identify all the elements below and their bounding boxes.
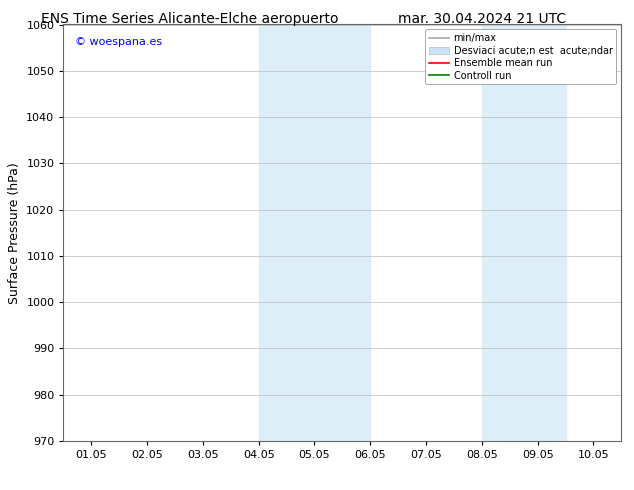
Y-axis label: Surface Pressure (hPa): Surface Pressure (hPa) <box>8 162 21 304</box>
Text: mar. 30.04.2024 21 UTC: mar. 30.04.2024 21 UTC <box>398 12 566 26</box>
Bar <box>259 24 370 441</box>
Legend: min/max, Desviaci acute;n est  acute;ndar, Ensemble mean run, Controll run: min/max, Desviaci acute;n est acute;ndar… <box>425 29 616 84</box>
Text: © woespana.es: © woespana.es <box>75 37 162 47</box>
Bar <box>482 24 566 441</box>
Text: ENS Time Series Alicante-Elche aeropuerto: ENS Time Series Alicante-Elche aeropuert… <box>41 12 339 26</box>
